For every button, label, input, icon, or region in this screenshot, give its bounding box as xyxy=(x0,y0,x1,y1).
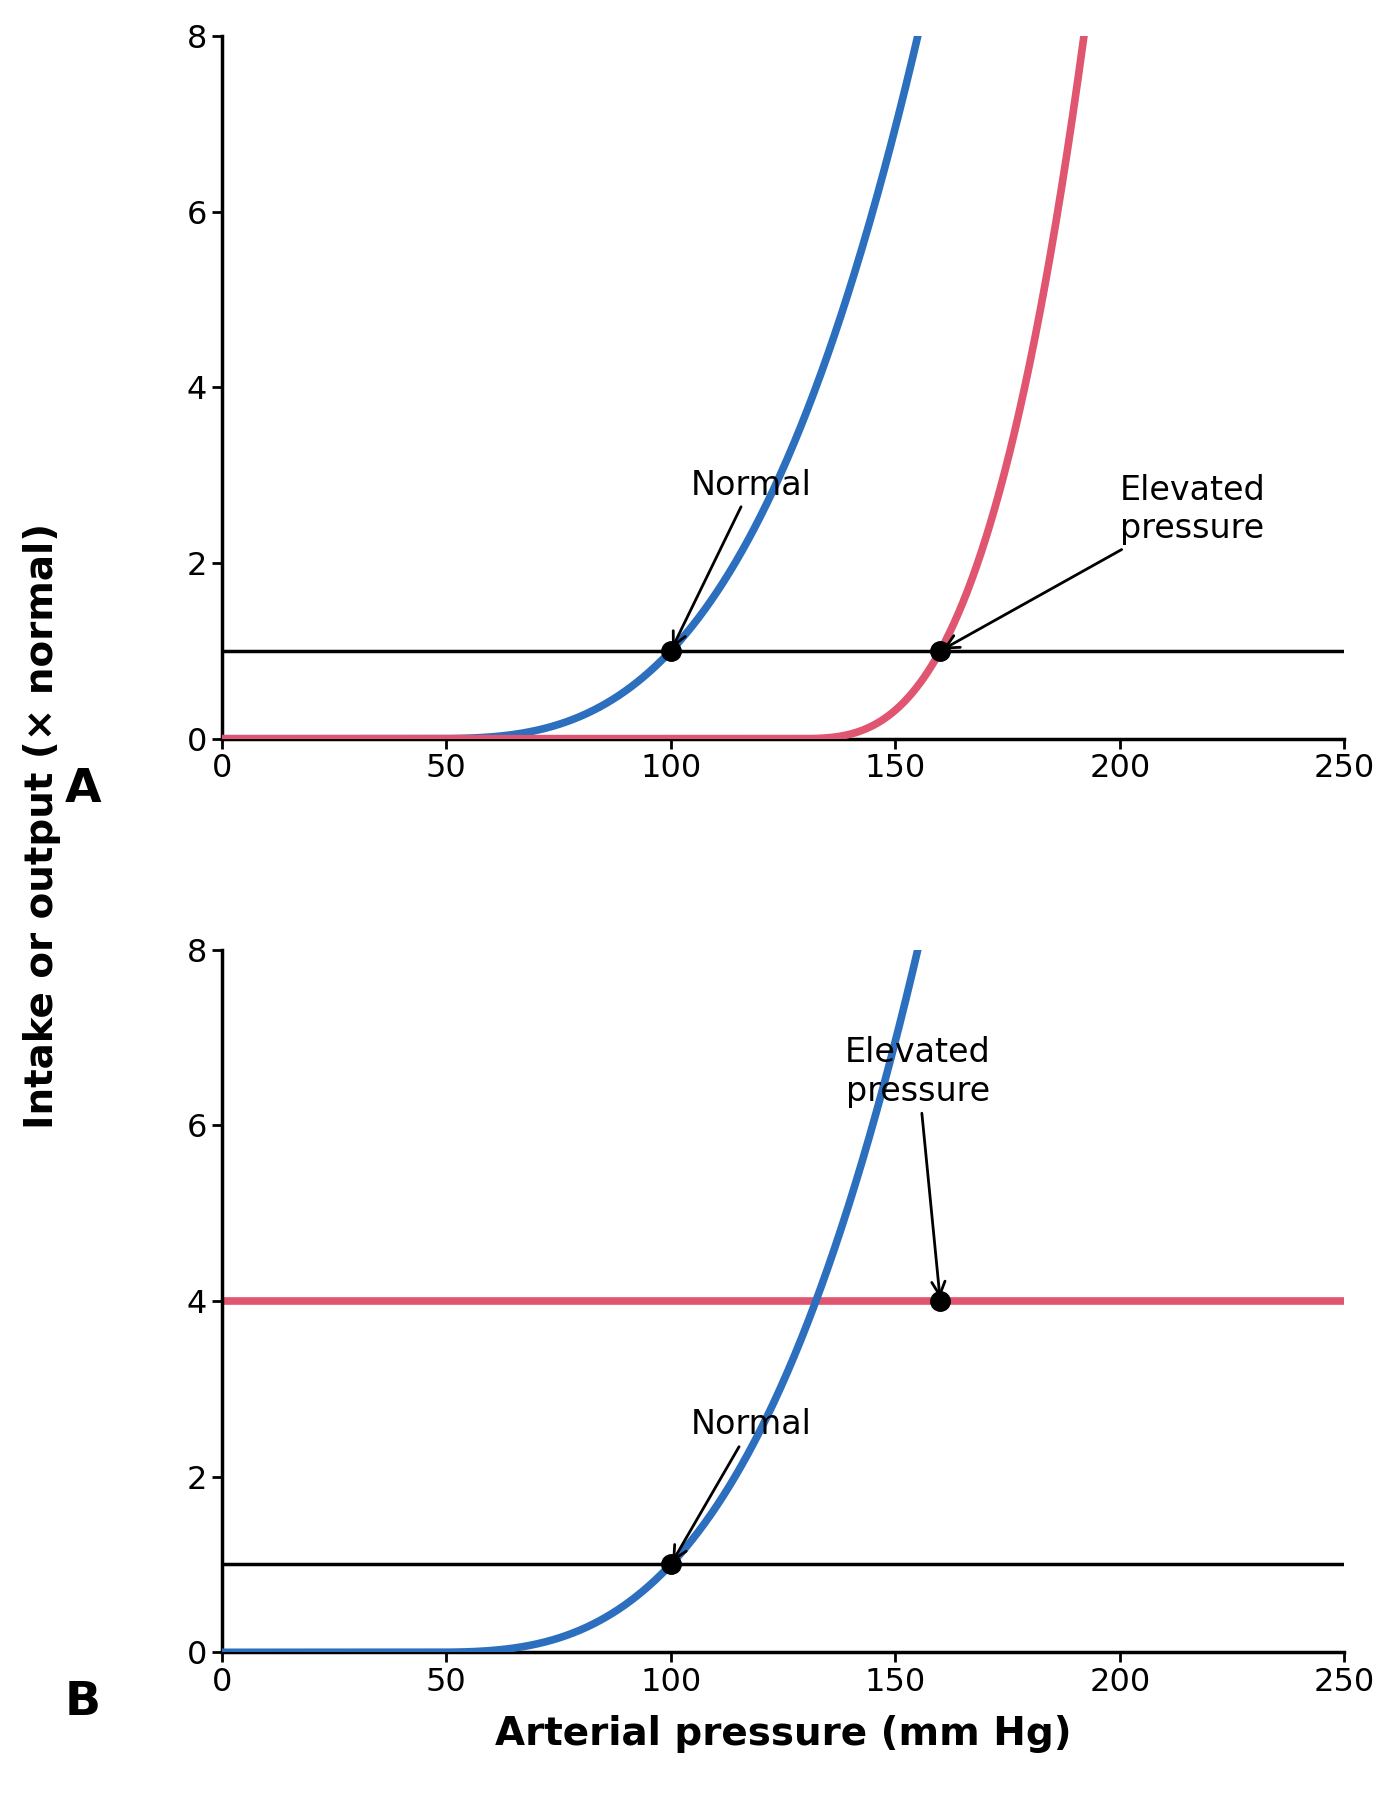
Text: Intake or output (× normal): Intake or output (× normal) xyxy=(22,523,61,1130)
Text: A: A xyxy=(65,767,101,812)
Text: B: B xyxy=(65,1681,101,1726)
Text: Normal: Normal xyxy=(674,1408,812,1559)
Text: Normal: Normal xyxy=(674,469,812,645)
Text: Elevated
pressure: Elevated pressure xyxy=(845,1036,991,1295)
Text: Elevated
pressure: Elevated pressure xyxy=(945,474,1265,648)
X-axis label: Arterial pressure (mm Hg): Arterial pressure (mm Hg) xyxy=(495,1715,1071,1753)
